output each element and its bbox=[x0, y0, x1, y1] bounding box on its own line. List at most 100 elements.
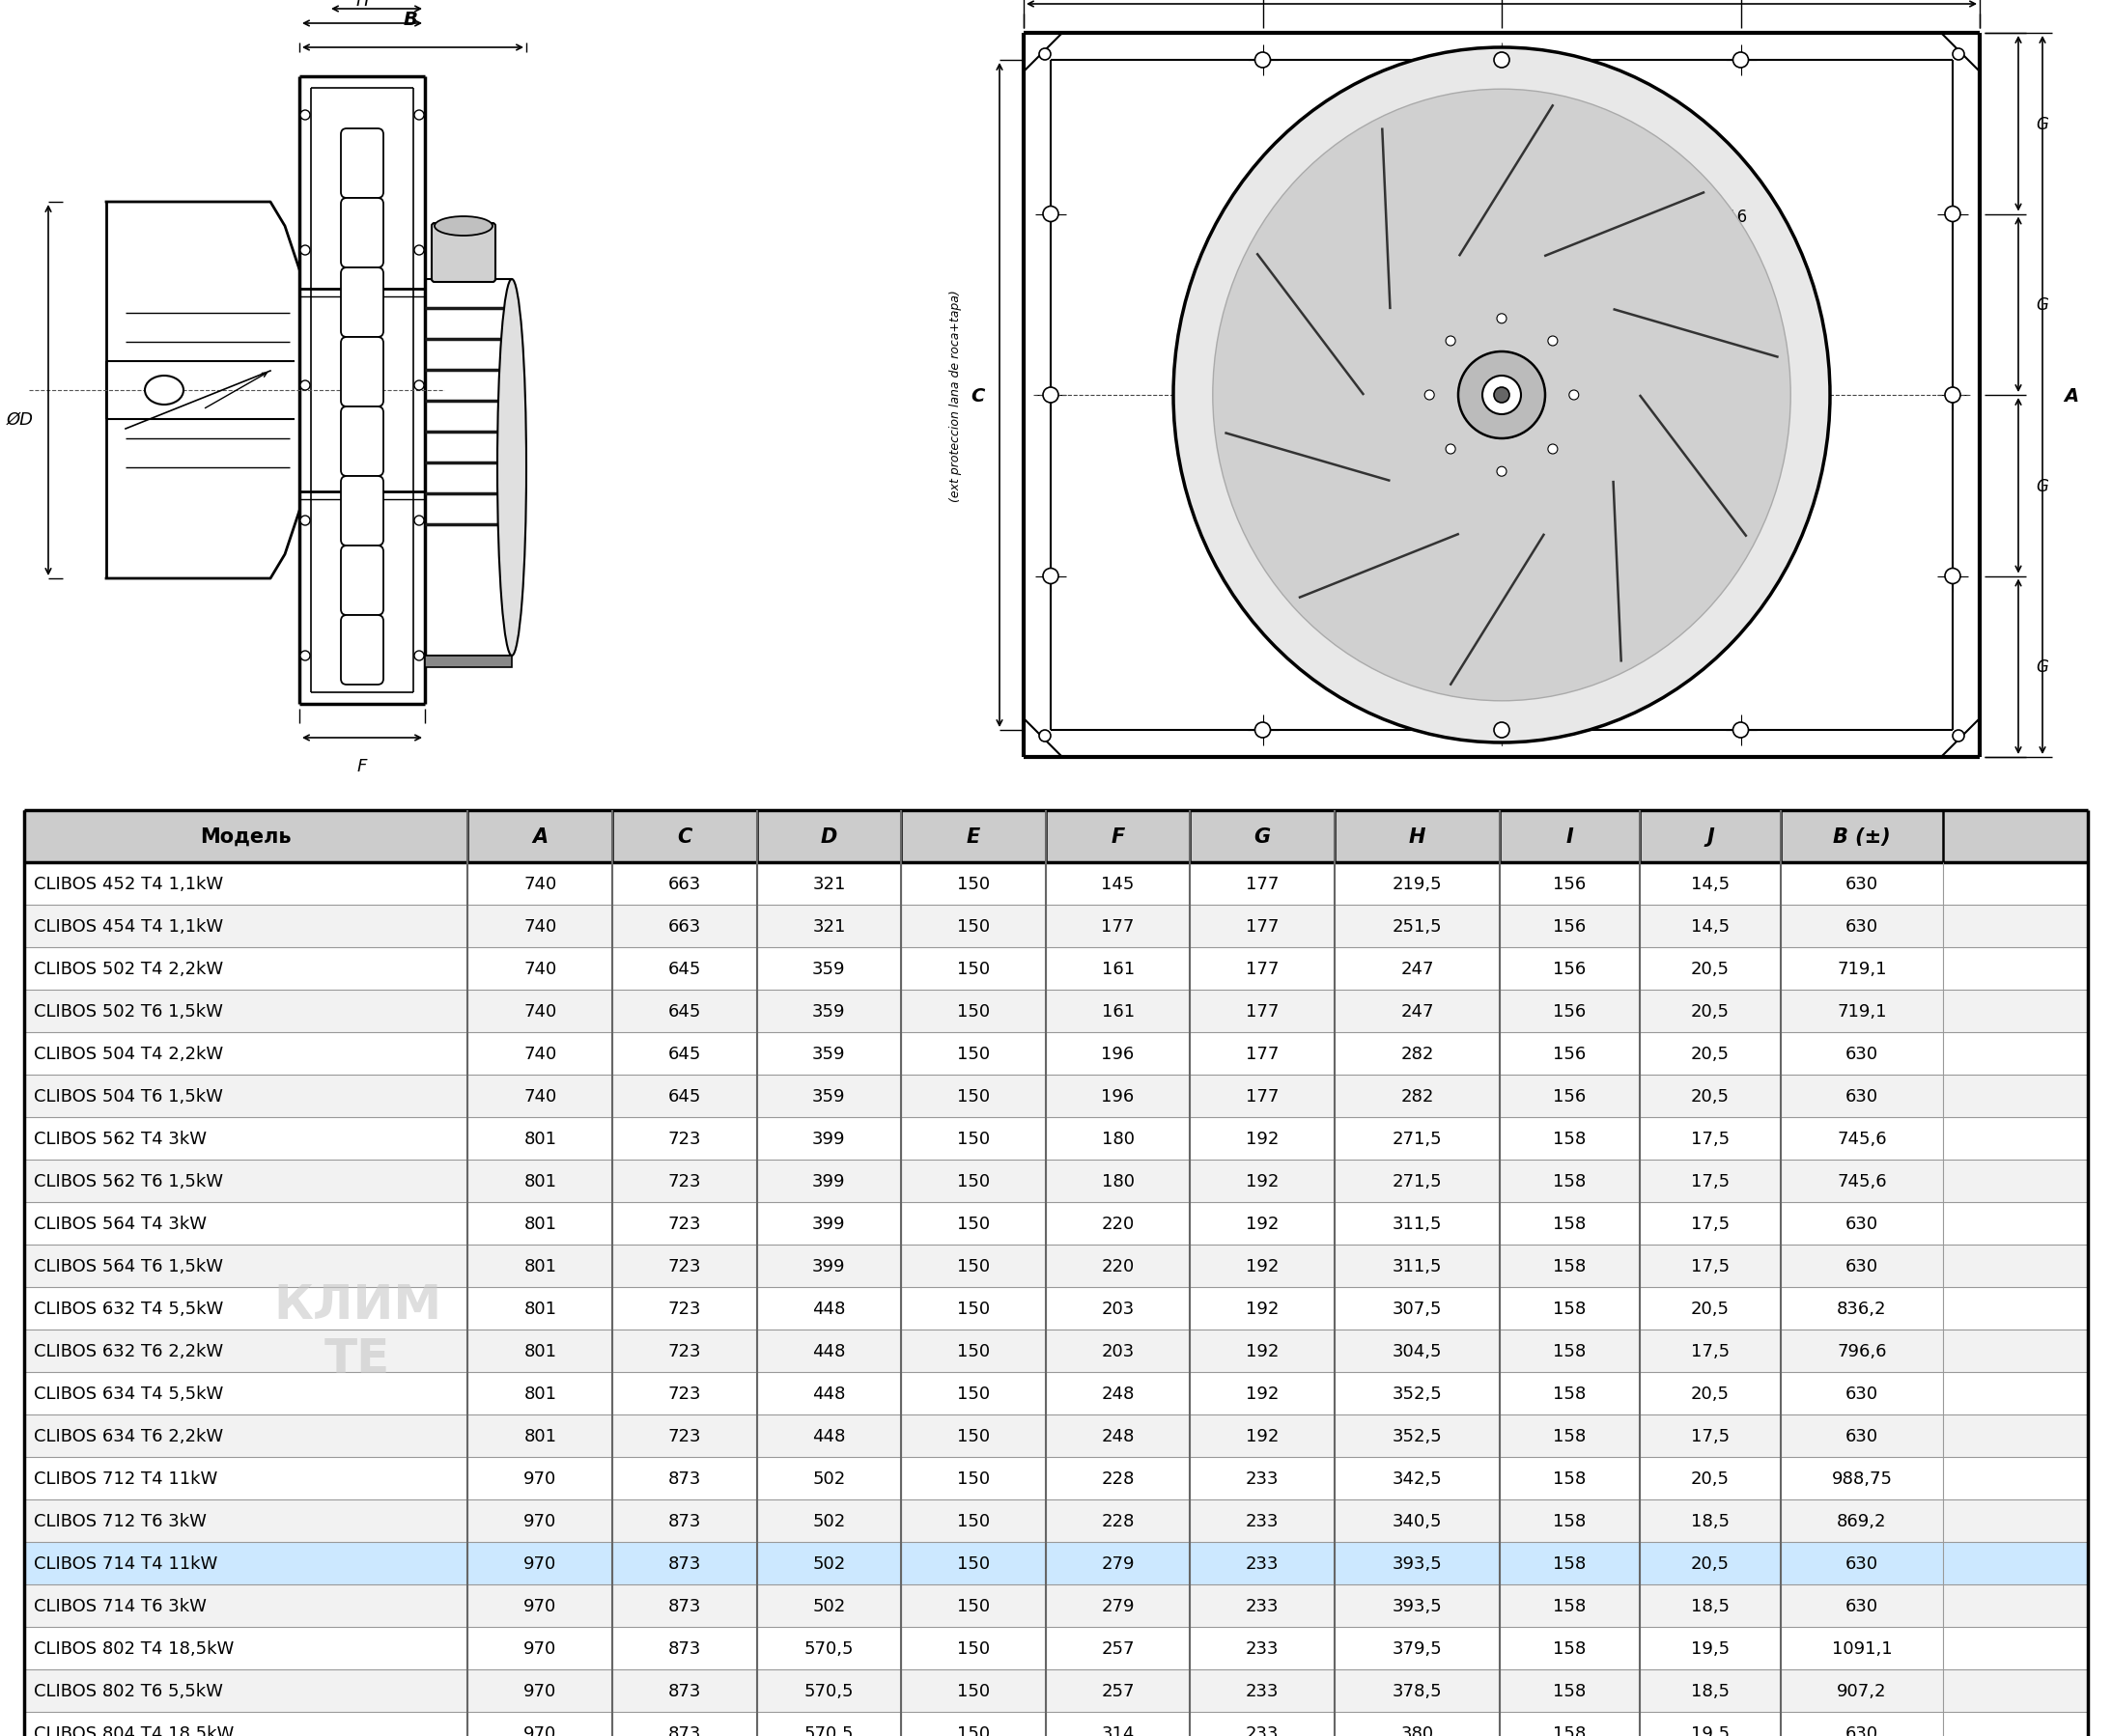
Text: 158: 158 bbox=[1552, 1130, 1586, 1147]
Text: 177: 177 bbox=[1100, 918, 1134, 936]
Text: 156: 156 bbox=[1552, 960, 1586, 977]
Text: 177: 177 bbox=[1246, 875, 1280, 892]
Text: 196: 196 bbox=[1100, 1045, 1134, 1062]
Text: 150: 150 bbox=[957, 1087, 991, 1104]
Text: 158: 158 bbox=[1552, 1172, 1586, 1189]
Circle shape bbox=[414, 111, 425, 120]
Text: 645: 645 bbox=[667, 1045, 701, 1062]
Text: 150: 150 bbox=[957, 1427, 991, 1444]
Text: 359: 359 bbox=[813, 1045, 845, 1062]
Circle shape bbox=[1043, 207, 1058, 222]
Text: 723: 723 bbox=[667, 1172, 701, 1189]
Text: 156: 156 bbox=[1552, 1045, 1586, 1062]
Text: 203: 203 bbox=[1100, 1342, 1134, 1359]
Text: 630: 630 bbox=[1846, 1257, 1878, 1274]
Text: 150: 150 bbox=[957, 1724, 991, 1736]
Text: 150: 150 bbox=[957, 1215, 991, 1233]
Text: F: F bbox=[1111, 826, 1126, 845]
Text: 801: 801 bbox=[524, 1427, 555, 1444]
Text: 158: 158 bbox=[1552, 1639, 1586, 1656]
Text: 645: 645 bbox=[667, 1003, 701, 1021]
Text: 19,5: 19,5 bbox=[1692, 1639, 1730, 1656]
Text: CLIBOS 454 T4 1,1kW: CLIBOS 454 T4 1,1kW bbox=[34, 918, 224, 936]
Text: 150: 150 bbox=[957, 1003, 991, 1021]
Text: 257: 257 bbox=[1100, 1639, 1134, 1656]
Circle shape bbox=[300, 247, 310, 255]
Text: 19,5: 19,5 bbox=[1692, 1724, 1730, 1736]
Bar bbox=[425, 656, 511, 668]
Text: 271,5: 271,5 bbox=[1392, 1130, 1442, 1147]
Text: CLIBOS 632 T4 5,5kW: CLIBOS 632 T4 5,5kW bbox=[34, 1300, 224, 1318]
Text: 158: 158 bbox=[1552, 1257, 1586, 1274]
Bar bbox=[23, 1712, 2089, 1736]
Text: CLIBOS 504 T6 1,5kW: CLIBOS 504 T6 1,5kW bbox=[34, 1087, 224, 1104]
Text: 251,5: 251,5 bbox=[1392, 918, 1442, 936]
Text: 161: 161 bbox=[1102, 1003, 1134, 1021]
Text: 248: 248 bbox=[1100, 1385, 1134, 1403]
Text: 20,5: 20,5 bbox=[1692, 960, 1730, 977]
Circle shape bbox=[1039, 731, 1050, 741]
Text: 379,5: 379,5 bbox=[1392, 1639, 1442, 1656]
Text: 203: 203 bbox=[1100, 1300, 1134, 1318]
Circle shape bbox=[1426, 391, 1434, 401]
Circle shape bbox=[1734, 722, 1749, 738]
Text: CLIBOS 504 T4 2,2kW: CLIBOS 504 T4 2,2kW bbox=[34, 1045, 224, 1062]
Text: 502: 502 bbox=[813, 1554, 845, 1573]
Circle shape bbox=[1497, 467, 1506, 477]
Circle shape bbox=[1548, 337, 1557, 347]
Text: 156: 156 bbox=[1552, 1003, 1586, 1021]
Text: CLIBOS 802 T4 18,5kW: CLIBOS 802 T4 18,5kW bbox=[34, 1639, 234, 1656]
Text: 156: 156 bbox=[1552, 1087, 1586, 1104]
Circle shape bbox=[1493, 722, 1510, 738]
Circle shape bbox=[1043, 387, 1058, 403]
Bar bbox=[23, 1585, 2089, 1627]
Circle shape bbox=[1945, 207, 1960, 222]
Text: 719,1: 719,1 bbox=[1837, 960, 1886, 977]
Circle shape bbox=[1457, 352, 1546, 439]
Text: 836,2: 836,2 bbox=[1837, 1300, 1886, 1318]
Text: 14,5: 14,5 bbox=[1692, 875, 1730, 892]
FancyBboxPatch shape bbox=[340, 477, 384, 547]
Text: E: E bbox=[967, 826, 980, 845]
Text: 970: 970 bbox=[524, 1512, 558, 1529]
Text: 17,5: 17,5 bbox=[1692, 1130, 1730, 1147]
Text: 502: 502 bbox=[813, 1597, 845, 1614]
Text: 150: 150 bbox=[957, 1342, 991, 1359]
Text: CLIBOS 562 T4 3kW: CLIBOS 562 T4 3kW bbox=[34, 1130, 207, 1147]
Text: 570,5: 570,5 bbox=[805, 1682, 853, 1700]
Text: 17,5: 17,5 bbox=[1692, 1342, 1730, 1359]
Text: 801: 801 bbox=[524, 1215, 555, 1233]
Text: 340,5: 340,5 bbox=[1392, 1512, 1442, 1529]
Text: CLIBOS 502 T4 2,2kW: CLIBOS 502 T4 2,2kW bbox=[34, 960, 224, 977]
Text: 630: 630 bbox=[1846, 1385, 1878, 1403]
Text: 158: 158 bbox=[1552, 1470, 1586, 1488]
Text: (ext proteccion lana de roca+tapa): (ext proteccion lana de roca+tapa) bbox=[950, 290, 963, 502]
Text: CLIBOS 802 T6 5,5kW: CLIBOS 802 T6 5,5kW bbox=[34, 1682, 224, 1700]
Text: 314: 314 bbox=[1100, 1724, 1134, 1736]
Ellipse shape bbox=[1371, 257, 1633, 535]
Text: 321: 321 bbox=[813, 875, 845, 892]
Text: 970: 970 bbox=[524, 1470, 558, 1488]
Text: 20,5: 20,5 bbox=[1692, 1470, 1730, 1488]
Circle shape bbox=[1255, 54, 1271, 68]
Text: CLIBOS 712 T6 3kW: CLIBOS 712 T6 3kW bbox=[34, 1512, 207, 1529]
Text: 158: 158 bbox=[1552, 1385, 1586, 1403]
Circle shape bbox=[1447, 337, 1455, 347]
Text: 158: 158 bbox=[1552, 1512, 1586, 1529]
Text: 723: 723 bbox=[667, 1257, 701, 1274]
Circle shape bbox=[1954, 49, 1964, 61]
Text: 801: 801 bbox=[524, 1300, 555, 1318]
Text: 233: 233 bbox=[1246, 1682, 1280, 1700]
Text: CLIBOS 562 T6 1,5kW: CLIBOS 562 T6 1,5kW bbox=[34, 1172, 224, 1189]
Text: A: A bbox=[2063, 387, 2078, 404]
Text: G: G bbox=[1255, 826, 1271, 845]
Text: 18,5: 18,5 bbox=[1692, 1682, 1730, 1700]
Circle shape bbox=[1255, 722, 1271, 738]
Ellipse shape bbox=[496, 279, 526, 656]
Text: CLIBOS 634 T4 5,5kW: CLIBOS 634 T4 5,5kW bbox=[34, 1385, 224, 1403]
Text: 192: 192 bbox=[1246, 1172, 1280, 1189]
Text: 311,5: 311,5 bbox=[1392, 1257, 1442, 1274]
Text: 869,2: 869,2 bbox=[1837, 1512, 1886, 1529]
Circle shape bbox=[1043, 569, 1058, 585]
Text: 150: 150 bbox=[957, 1172, 991, 1189]
